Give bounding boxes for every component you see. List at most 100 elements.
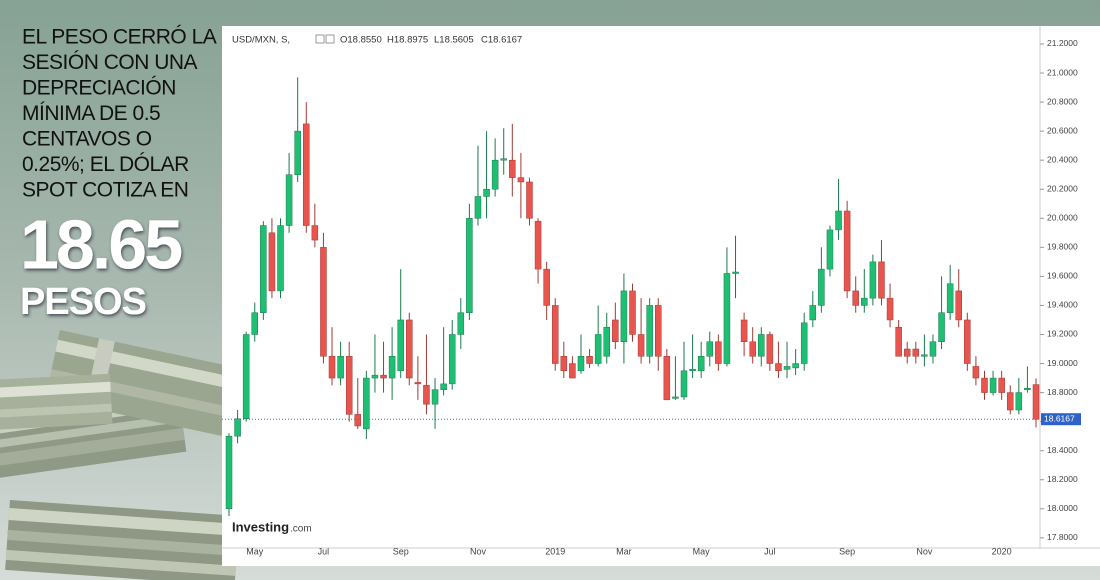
x-tick-label: May	[693, 546, 711, 556]
candle-body	[895, 326, 902, 357]
headline-line: 0.25%; EL DÓLAR	[22, 153, 189, 176]
candle-body	[1032, 384, 1040, 420]
candle-body	[543, 268, 550, 306]
candle-body	[440, 383, 447, 390]
candle-body	[534, 220, 542, 270]
candle-body	[320, 247, 327, 357]
candle-body	[835, 210, 842, 231]
candle-body	[448, 334, 456, 385]
candle-body	[612, 319, 619, 342]
last-price-label: 18.6167	[1044, 413, 1075, 423]
candle-body	[294, 130, 301, 175]
x-tick-label: Sep	[839, 546, 855, 556]
candle-body	[775, 363, 782, 372]
candle-body	[663, 356, 671, 401]
candle-body	[637, 334, 645, 357]
icon	[325, 34, 335, 44]
candle-body	[457, 312, 465, 335]
candle-body	[551, 305, 559, 364]
headline-line: EL PESO CERRÓ LA	[22, 26, 217, 49]
price-figure: 18.65	[20, 205, 181, 283]
candle-body	[560, 356, 568, 372]
candle-body	[277, 225, 284, 292]
y-tick-label: 19.8000	[1047, 242, 1078, 252]
candle-body	[509, 159, 516, 178]
y-tick-label: 20.0000	[1047, 213, 1078, 223]
candle-body	[466, 218, 473, 313]
candle-body	[740, 319, 748, 342]
candle-body	[380, 374, 387, 379]
candle-body	[483, 188, 490, 197]
candle-body	[345, 356, 353, 415]
candle-body	[260, 225, 267, 313]
candle-body	[758, 334, 765, 357]
candle-body	[603, 326, 610, 357]
candle-body	[800, 322, 808, 364]
brand: Investing	[232, 519, 289, 534]
candle-body	[268, 232, 276, 292]
symbol-label: USD/MXN, S,	[232, 35, 290, 46]
candle-body	[903, 348, 911, 357]
candle-body	[414, 382, 422, 385]
candle-body	[732, 271, 739, 274]
candle-body	[646, 305, 653, 357]
candle-body	[586, 356, 593, 364]
candle-body	[500, 158, 507, 161]
candle-body	[526, 181, 533, 219]
candle-body	[706, 341, 714, 357]
candle-body	[886, 297, 894, 321]
y-tick-label: 18.8000	[1047, 387, 1078, 397]
y-tick-label: 20.8000	[1047, 96, 1078, 106]
candle-body	[303, 123, 310, 226]
candle-body	[388, 356, 396, 379]
candle-body	[569, 363, 576, 379]
x-tick-label: Nov	[916, 546, 933, 556]
x-tick-label: 2020	[992, 546, 1012, 556]
candle-body	[697, 356, 705, 372]
candle-body	[234, 418, 241, 437]
x-tick-label: Jul	[318, 546, 330, 556]
y-tick-label: 21.0000	[1047, 67, 1078, 77]
candle-body	[929, 341, 937, 357]
candle-body	[629, 290, 636, 335]
icon	[315, 34, 325, 44]
money-stacks	[0, 330, 240, 580]
candle-body	[946, 283, 954, 313]
candle-body	[371, 374, 379, 379]
candle-body	[397, 319, 404, 372]
y-tick-label: 18.0000	[1047, 503, 1078, 513]
x-tick-label: Nov	[470, 546, 487, 556]
candle-body	[1015, 392, 1023, 411]
candle-body	[689, 369, 696, 372]
x-tick-label: Sep	[393, 546, 409, 556]
candle-body	[363, 377, 370, 430]
ohlc-value: H18.8975	[387, 35, 428, 46]
candle-body	[431, 389, 439, 405]
candle-body	[242, 334, 250, 419]
x-tick-label: Mar	[616, 546, 632, 556]
headline-line: MÍNIMA DE 0.5	[22, 102, 160, 125]
candle-body	[423, 385, 430, 405]
candle-body	[843, 210, 851, 292]
y-tick-label: 21.2000	[1047, 38, 1078, 48]
y-tick-label: 18.4000	[1047, 445, 1078, 455]
x-tick-label: May	[246, 546, 264, 556]
candle-body	[912, 348, 920, 357]
x-tick-label: Jul	[764, 546, 776, 556]
ohlc-header: O18.8550 H18.8975 L18.5605 C18.6167	[340, 35, 522, 46]
ohlc-value: O18.8550	[340, 35, 382, 46]
candle-body	[955, 290, 962, 321]
y-tick-label: 20.4000	[1047, 154, 1078, 164]
candle-body	[620, 290, 628, 342]
candle-body	[328, 356, 336, 379]
y-tick-label: 19.0000	[1047, 358, 1078, 368]
candle-body	[474, 196, 482, 219]
candle-body	[354, 414, 362, 427]
candle-body	[225, 435, 233, 510]
candle-body	[577, 356, 585, 372]
candle-body	[878, 261, 885, 299]
y-tick-label: 20.2000	[1047, 183, 1078, 193]
candle-body	[311, 225, 319, 241]
